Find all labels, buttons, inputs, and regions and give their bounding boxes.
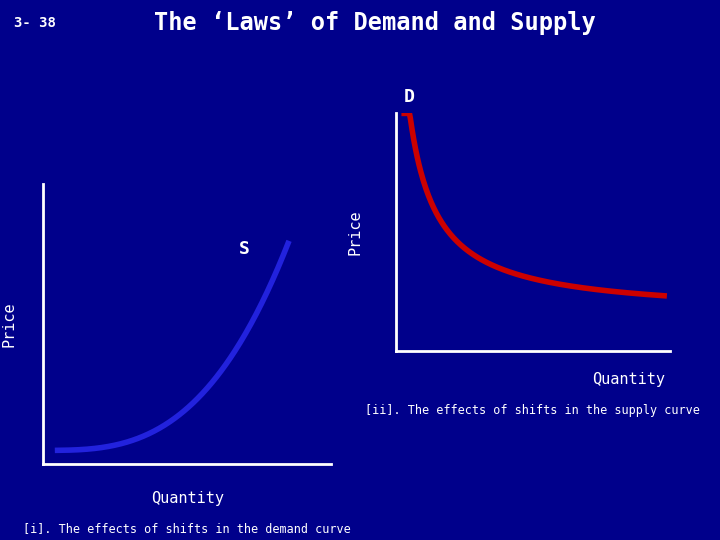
Text: Quantity: Quantity	[150, 491, 224, 505]
Text: 3- 38: 3- 38	[14, 16, 56, 30]
Text: The ‘Laws’ of Demand and Supply: The ‘Laws’ of Demand and Supply	[153, 11, 595, 35]
Text: Price: Price	[1, 301, 16, 347]
Text: [ii]. The effects of shifts in the supply curve: [ii]. The effects of shifts in the suppl…	[365, 404, 701, 417]
Text: S: S	[239, 240, 250, 258]
Text: [i]. The effects of shifts in the demand curve: [i]. The effects of shifts in the demand…	[23, 523, 351, 536]
Text: Quantity: Quantity	[592, 372, 665, 387]
Text: Price: Price	[348, 210, 362, 255]
Text: D: D	[404, 87, 415, 105]
